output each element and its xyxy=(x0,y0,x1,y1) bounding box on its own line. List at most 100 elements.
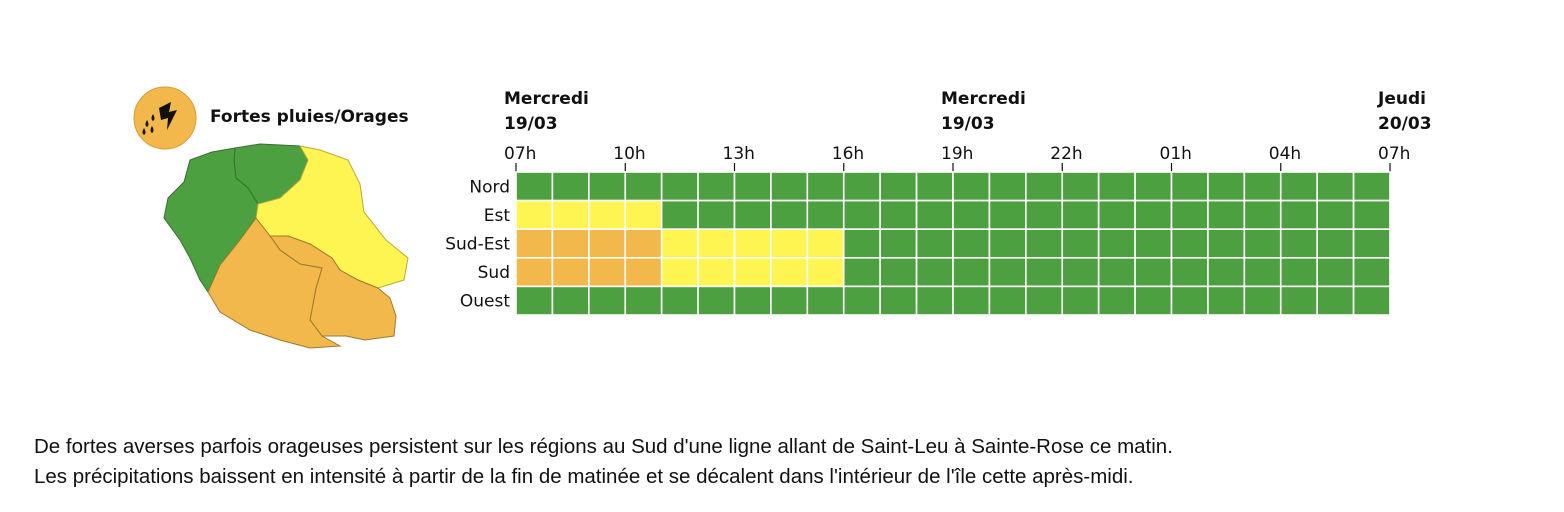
heatmap-cell xyxy=(1243,285,1282,316)
heatmap-cell xyxy=(1243,228,1282,259)
heatmap-cell xyxy=(1352,256,1391,288)
tick-label: 13h xyxy=(723,144,755,164)
heatmap-cell xyxy=(1279,199,1318,231)
tick-label: 22h xyxy=(1050,144,1082,164)
heatmap-cell xyxy=(952,228,991,259)
heatmap-cell xyxy=(879,256,918,288)
heatmap-cell xyxy=(697,285,736,316)
heatmap-cell xyxy=(1316,199,1355,231)
bulletin-line-1: De fortes averses parfois orageuses pers… xyxy=(34,435,1173,458)
heatmap-cell xyxy=(842,171,881,202)
heatmap-cell xyxy=(551,199,590,231)
heatmap-cell xyxy=(915,199,954,231)
heatmap-cell xyxy=(1316,285,1355,316)
heatmap-cell xyxy=(1316,171,1355,202)
reunion-island-map xyxy=(163,143,409,349)
heatmap-cell xyxy=(1061,199,1100,231)
heatmap-cell xyxy=(733,285,772,316)
heatmap-cell xyxy=(515,171,554,202)
heatmap-cell xyxy=(733,199,772,231)
heatmap-cell xyxy=(624,256,663,288)
heatmap-cell xyxy=(660,256,699,288)
heatmap-cell xyxy=(1207,256,1246,288)
region-ouest xyxy=(163,147,259,294)
heatmap-cell xyxy=(1061,256,1100,288)
heatmap-cell xyxy=(551,256,590,288)
heatmap-cell xyxy=(515,285,554,316)
heatmap-cell xyxy=(660,199,699,231)
heatmap-cell xyxy=(1097,256,1136,288)
heatmap-cell xyxy=(660,171,699,202)
heatmap-cell xyxy=(915,285,954,316)
heatmap-cell xyxy=(806,199,845,231)
heatmap-cell xyxy=(770,228,809,259)
heatmap-cell xyxy=(879,199,918,231)
tick-label: 01h xyxy=(1160,144,1192,164)
heatmap-cell xyxy=(624,171,663,202)
heatmap-cell xyxy=(842,256,881,288)
heatmap-cell xyxy=(806,256,845,288)
tick-label: 07h xyxy=(1378,144,1410,164)
heatmap-cell xyxy=(952,256,991,288)
heatmap-cell xyxy=(551,285,590,316)
heatmap-cell xyxy=(515,199,554,231)
heatmap-cell xyxy=(551,171,590,202)
heatmap-cell xyxy=(879,285,918,316)
heatmap-cell xyxy=(952,285,991,316)
forecast-timeline-chart: Mercredi 19/03 Mercredi 19/03 Jeudi 20/03 07h… xyxy=(445,89,1432,316)
heatmap-cell xyxy=(988,228,1027,259)
bulletin-line-2: Les précipitations baissent en intensité… xyxy=(34,465,1134,488)
heatmap-cell xyxy=(1352,199,1391,231)
row-label: Nord xyxy=(469,177,510,197)
heatmap-cell xyxy=(952,199,991,231)
tick-label: 19h xyxy=(941,144,973,164)
heatmap-cell xyxy=(1170,228,1209,259)
heatmap-cell xyxy=(842,228,881,259)
heatmap-cell xyxy=(1207,285,1246,316)
heatmap-cell xyxy=(1025,171,1064,202)
heatmap-cell xyxy=(1097,285,1136,316)
heatmap-cell xyxy=(1134,228,1173,259)
row-label: Sud xyxy=(478,263,510,283)
heatmap-cell xyxy=(624,228,663,259)
heatmap-cell xyxy=(1134,199,1173,231)
heatmap-cell xyxy=(588,199,627,231)
heatmap-cell xyxy=(770,199,809,231)
day-label: Mercredi xyxy=(504,89,589,109)
heatmap-cell xyxy=(697,256,736,288)
heatmap-cell xyxy=(1097,228,1136,259)
heatmap-cell xyxy=(1170,256,1209,288)
heatmap-cell xyxy=(515,228,554,259)
heatmap-cell xyxy=(1097,199,1136,231)
heatmap-cell xyxy=(1061,285,1100,316)
heatmap-cell xyxy=(915,171,954,202)
heatmap-cell xyxy=(1170,285,1209,316)
heatmap-cell xyxy=(624,285,663,316)
heatmap-cell xyxy=(879,228,918,259)
heatmap-cell xyxy=(842,199,881,231)
heatmap-cell xyxy=(1061,171,1100,202)
tick-label: 10h xyxy=(613,144,645,164)
heatmap-cell xyxy=(588,256,627,288)
heatmap-cell xyxy=(1207,199,1246,231)
heatmap-cell xyxy=(988,256,1027,288)
heatmap-cell xyxy=(733,256,772,288)
heatmap-cell xyxy=(806,171,845,202)
heatmap-cell xyxy=(588,285,627,316)
heatmap-cell xyxy=(697,199,736,231)
heatmap-cell xyxy=(1207,171,1246,202)
heatmap-cell xyxy=(1207,228,1246,259)
tick-label: 16h xyxy=(832,144,864,164)
heatmap-cell xyxy=(624,199,663,231)
heatmap-cell xyxy=(733,171,772,202)
heatmap-cell xyxy=(770,285,809,316)
heatmap-cell xyxy=(1025,285,1064,316)
date-label: 20/03 xyxy=(1378,114,1432,134)
heatmap-cell xyxy=(1352,228,1391,259)
heatmap-cell xyxy=(1097,171,1136,202)
heatmap-cell xyxy=(1352,285,1391,316)
day-label: Mercredi xyxy=(941,89,1026,109)
heatmap-cell xyxy=(551,228,590,259)
heatmap-cell xyxy=(915,256,954,288)
heatmap-cell xyxy=(806,228,845,259)
